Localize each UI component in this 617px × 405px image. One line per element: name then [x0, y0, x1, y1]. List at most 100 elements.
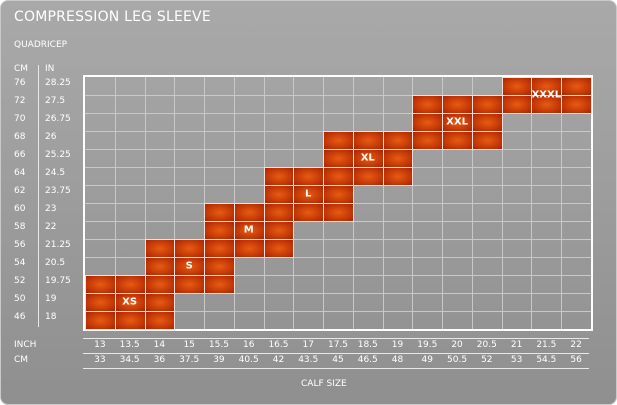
size-cell [144, 257, 176, 276]
x-tick-inch: 22 [570, 340, 582, 350]
axis-divider [38, 65, 39, 327]
y-tick-cm: 52 [14, 276, 26, 286]
size-cell [323, 149, 354, 168]
x-tick-inch: 15.5 [208, 340, 229, 350]
size-cell [352, 167, 384, 186]
x-tick-cm: 33 [94, 355, 106, 365]
size-cell [174, 275, 206, 294]
grid-line-v [561, 77, 563, 329]
x-tick-inch: 13 [94, 340, 106, 350]
chart-title: COMPRESSION LEG SLEEVE [14, 9, 211, 25]
size-cell [263, 239, 295, 258]
size-cell [204, 257, 235, 276]
x-tick-inch: 16.5 [268, 340, 289, 350]
size-cell [293, 203, 325, 222]
y-tick-in: 21.25 [45, 240, 71, 250]
grid-line-h [85, 257, 591, 258]
x-axis-title: CALF SIZE [301, 379, 347, 389]
x-tick-cm: 43.5 [298, 355, 319, 365]
x-tick-inch: 19.5 [417, 340, 438, 350]
x-tick-cm: 52 [481, 355, 493, 365]
x-tick-inch: 21.5 [536, 340, 557, 350]
size-cell [442, 131, 473, 150]
cm-row-line [83, 353, 589, 354]
x-tick-cm: 45 [332, 355, 344, 365]
size-label-l: L [305, 188, 312, 200]
x-tick-inch: 13.5 [119, 340, 140, 350]
x-tick-inch: 21 [510, 340, 523, 350]
y-tick-in: 19.75 [45, 276, 71, 286]
x-tick-cm: 36 [153, 355, 166, 365]
size-cell [144, 239, 176, 258]
y-axis-title: QUADRICEP [14, 40, 68, 50]
y-tick-cm: 46 [14, 312, 26, 322]
size-cell [85, 293, 116, 312]
size-label-s: S [185, 260, 193, 272]
y-tick-cm: 50 [14, 294, 26, 304]
y-tick-cm: 70 [14, 114, 26, 124]
y-tick-in: 24.5 [45, 168, 66, 178]
size-label-m: M [243, 224, 254, 236]
grid-line-v [471, 77, 473, 329]
grid-line-h [85, 95, 591, 96]
size-cell [442, 95, 473, 114]
x-tick-inch: 15 [183, 340, 195, 350]
size-cell [561, 95, 592, 114]
y-tick-cm: 54 [14, 258, 26, 268]
size-cell [144, 311, 176, 330]
y-tick-cm: 60 [14, 204, 26, 214]
size-cell [204, 221, 235, 240]
size-cell [233, 239, 265, 258]
grid-line-v [412, 77, 414, 329]
grid-line-v [382, 77, 384, 329]
size-cell [204, 239, 235, 258]
size-cell [204, 275, 235, 294]
size-cell [501, 95, 533, 114]
grid-line-v [531, 77, 533, 329]
y-tick-in: 28.25 [45, 78, 71, 88]
size-cell [471, 95, 503, 114]
x-tick-inch: 20 [451, 340, 463, 350]
x-tick-inch: 20.5 [476, 340, 497, 350]
size-cell [263, 221, 295, 240]
x-tick-cm: 37.5 [179, 355, 200, 365]
size-cell [263, 185, 295, 204]
y-tick-cm: 72 [14, 96, 26, 106]
x-tick-inch: 17 [302, 340, 314, 350]
x-tick-cm: 48 [391, 355, 404, 365]
x-tick-cm: 53 [510, 355, 523, 365]
x-tick-cm: 34.5 [119, 355, 140, 365]
size-cell [412, 113, 444, 132]
grid-line-h [85, 311, 591, 312]
size-cell [263, 203, 295, 222]
x-tick-inch: 14 [153, 340, 166, 350]
x-tick-inch: 19 [391, 340, 404, 350]
size-cell [382, 167, 414, 186]
grid-line-h [85, 293, 591, 294]
x-tick-cm: 56 [570, 355, 582, 365]
size-cell [144, 293, 176, 312]
y-tick-in: 20.5 [45, 258, 66, 268]
y-tick-cm: 76 [14, 78, 26, 88]
grid-line-h [85, 275, 591, 276]
size-cell [114, 275, 146, 294]
size-cell [382, 131, 414, 150]
grid-line-h [85, 239, 591, 240]
grid-line-v [114, 77, 116, 329]
cm-header: CM [14, 64, 29, 74]
size-cell [412, 95, 444, 114]
size-label-xxl: XXL [446, 116, 468, 128]
x-tick-cm: 40.5 [238, 355, 259, 365]
inch-row-line [83, 338, 589, 339]
size-cell [85, 275, 116, 294]
y-tick-cm: 64 [14, 168, 26, 178]
grid-line-h [85, 113, 591, 114]
x-tick-cm: 50.5 [447, 355, 468, 365]
size-label-xl: XL [360, 152, 375, 164]
y-tick-in: 23 [45, 204, 57, 214]
size-cell [352, 131, 384, 150]
x-tick-cm: 54.5 [536, 355, 557, 365]
size-cell [382, 149, 414, 168]
y-tick-in: 25.25 [45, 150, 71, 160]
